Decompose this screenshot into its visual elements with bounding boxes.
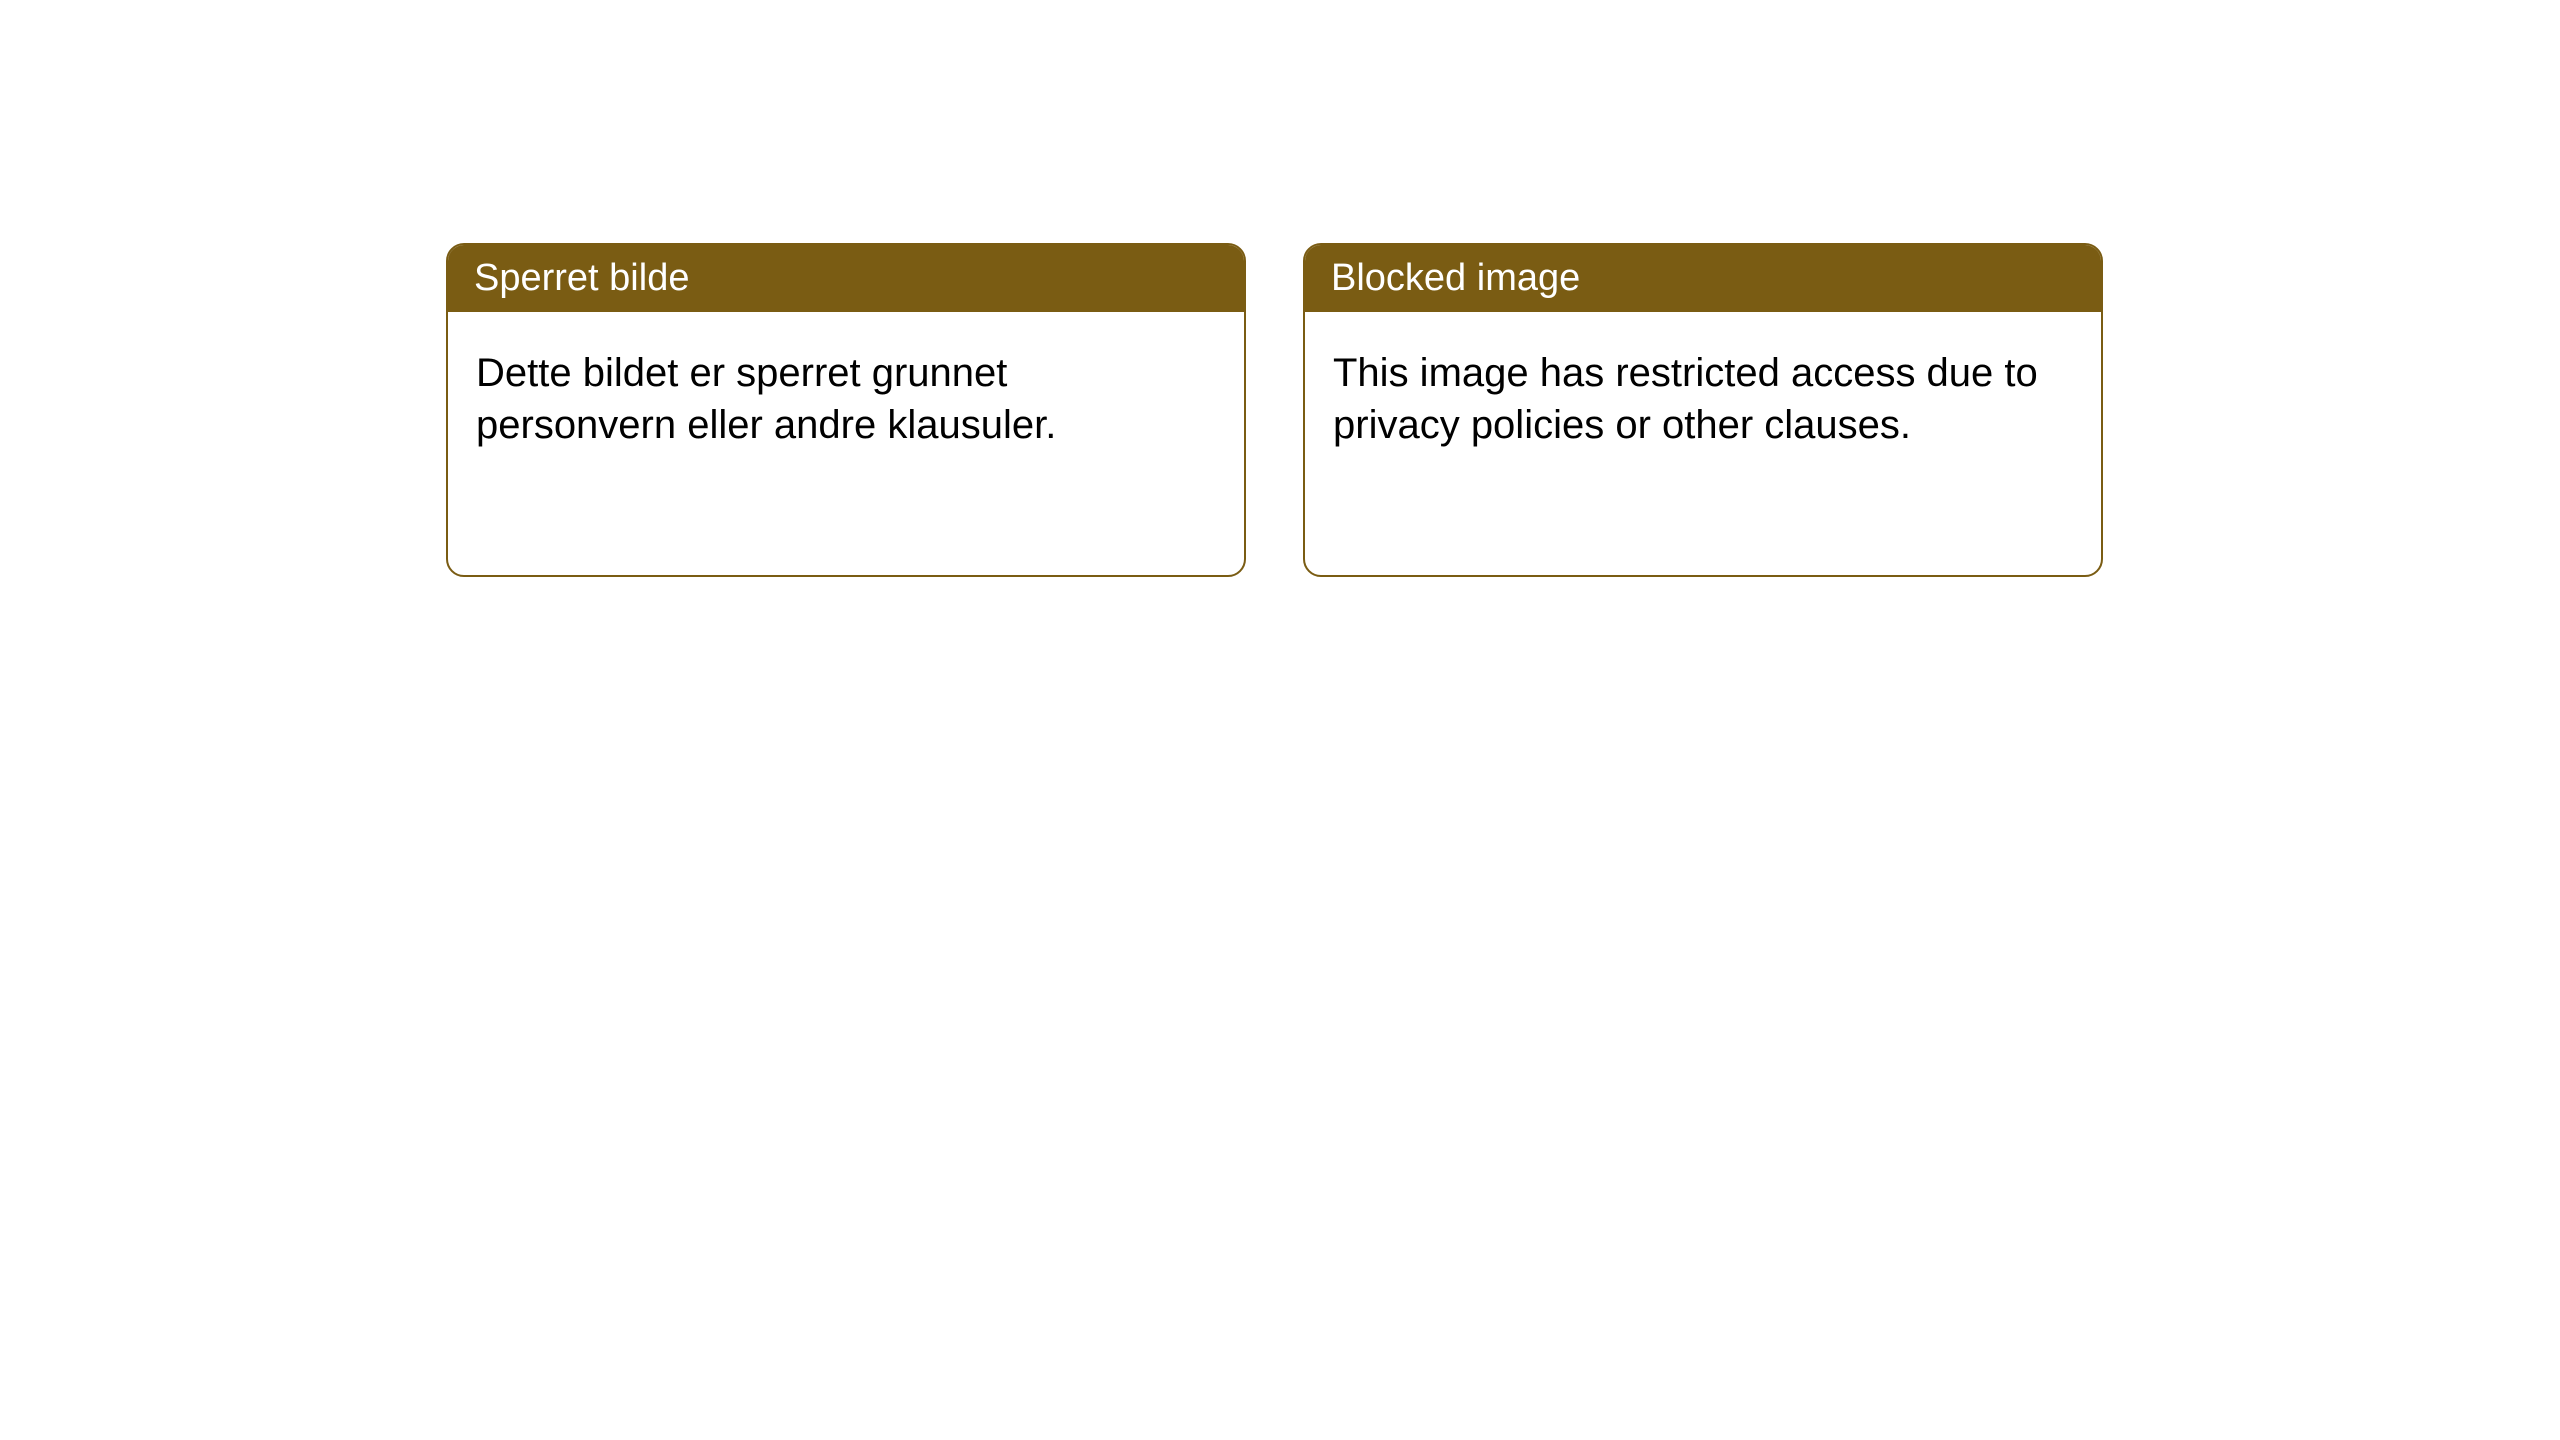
- blocked-image-card-no: Sperret bilde Dette bildet er sperret gr…: [446, 243, 1246, 577]
- card-body-text: Dette bildet er sperret grunnet personve…: [476, 351, 1056, 447]
- card-title: Sperret bilde: [474, 257, 689, 299]
- card-title: Blocked image: [1331, 257, 1580, 299]
- cards-container: Sperret bilde Dette bildet er sperret gr…: [446, 243, 2103, 577]
- card-body: This image has restricted access due to …: [1305, 312, 2101, 486]
- card-body-text: This image has restricted access due to …: [1333, 351, 2038, 447]
- blocked-image-card-en: Blocked image This image has restricted …: [1303, 243, 2103, 577]
- card-header: Sperret bilde: [448, 245, 1244, 312]
- card-body: Dette bildet er sperret grunnet personve…: [448, 312, 1244, 486]
- card-header: Blocked image: [1305, 245, 2101, 312]
